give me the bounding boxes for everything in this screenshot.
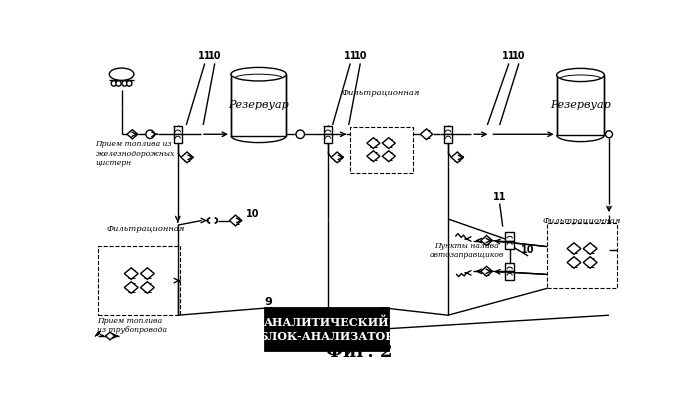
Polygon shape	[181, 152, 193, 163]
Bar	[505, 240, 514, 249]
Polygon shape	[367, 151, 380, 161]
Ellipse shape	[109, 68, 134, 81]
Polygon shape	[230, 215, 242, 226]
Text: Фильтрационная: Фильтрационная	[543, 217, 621, 225]
Text: Резервуар: Резервуар	[550, 100, 611, 110]
Text: БЛОК-АНАЛИЗАТОР: БЛОК-АНАЛИЗАТОР	[259, 331, 394, 342]
Bar	[444, 134, 452, 143]
Polygon shape	[452, 152, 463, 163]
Circle shape	[296, 130, 304, 138]
Circle shape	[127, 81, 132, 86]
Text: Фильтрационная: Фильтрационная	[342, 89, 420, 97]
Bar	[444, 126, 452, 134]
Bar	[99, 246, 180, 315]
Bar	[505, 232, 514, 240]
Ellipse shape	[556, 69, 604, 82]
Polygon shape	[420, 129, 433, 140]
Circle shape	[111, 81, 117, 86]
Polygon shape	[583, 243, 597, 254]
Polygon shape	[141, 268, 154, 280]
Bar	[265, 308, 388, 350]
Bar	[547, 223, 617, 288]
Text: 10: 10	[246, 209, 259, 219]
Polygon shape	[125, 282, 138, 293]
Text: 11: 11	[502, 51, 516, 61]
Polygon shape	[106, 332, 115, 340]
Polygon shape	[141, 282, 154, 293]
Text: 10: 10	[522, 245, 535, 255]
Text: 9: 9	[264, 297, 272, 307]
Polygon shape	[125, 268, 138, 280]
Text: Пункты налива
автозаправщиков: Пункты налива автозаправщиков	[429, 242, 504, 259]
Polygon shape	[481, 235, 492, 245]
Polygon shape	[127, 130, 138, 139]
Text: Резервуар: Резервуар	[228, 100, 289, 110]
Circle shape	[116, 81, 121, 86]
Polygon shape	[481, 266, 492, 276]
Text: АНАЛИТИЧЕСКИЙ: АНАЛИТИЧЕСКИЙ	[264, 317, 389, 328]
Circle shape	[122, 81, 127, 86]
Bar	[323, 134, 332, 143]
Bar	[210, 218, 215, 223]
Circle shape	[146, 130, 154, 138]
Bar	[323, 126, 332, 134]
Text: Фиг. 2: Фиг. 2	[326, 344, 392, 361]
Bar	[505, 263, 514, 271]
Polygon shape	[382, 151, 396, 161]
Bar	[174, 126, 182, 134]
Text: 10: 10	[354, 51, 367, 61]
Text: 11: 11	[198, 51, 211, 61]
Text: 10: 10	[208, 51, 221, 61]
Text: Фильтрационная: Фильтрационная	[107, 225, 186, 233]
Bar	[349, 126, 412, 173]
Text: Прием топлива из
железнодорожных
цистерн: Прием топлива из железнодорожных цистерн	[95, 140, 175, 167]
Bar	[505, 271, 514, 280]
Polygon shape	[367, 138, 380, 149]
Polygon shape	[382, 138, 396, 149]
Polygon shape	[567, 257, 581, 268]
Text: 11: 11	[344, 51, 357, 61]
Bar	[174, 134, 182, 143]
Circle shape	[606, 131, 612, 138]
Text: Прием топлива
из трубопровода: Прием топлива из трубопровода	[97, 317, 167, 334]
Ellipse shape	[231, 67, 286, 81]
Polygon shape	[583, 257, 597, 268]
Polygon shape	[567, 243, 581, 254]
Polygon shape	[331, 152, 344, 163]
Bar	[556, 75, 604, 135]
Bar	[231, 74, 286, 136]
Text: 11: 11	[493, 192, 506, 202]
Text: 10: 10	[512, 51, 526, 61]
